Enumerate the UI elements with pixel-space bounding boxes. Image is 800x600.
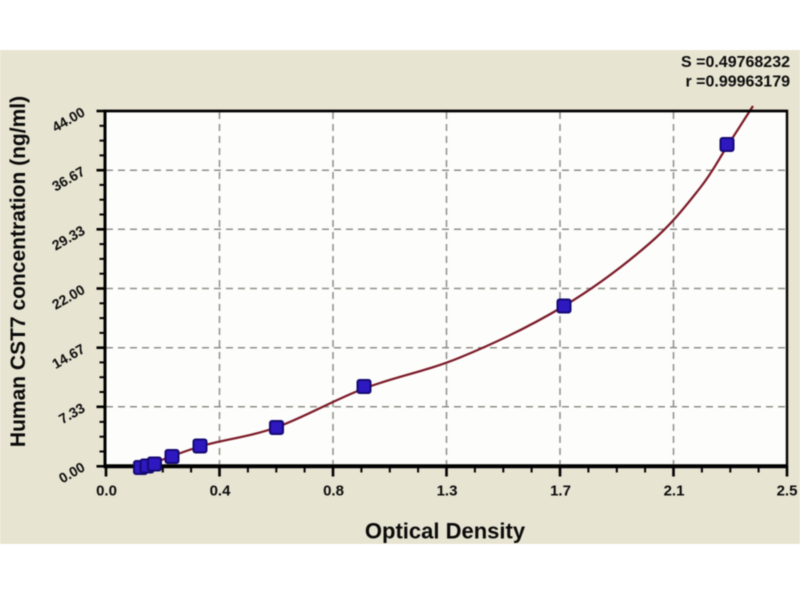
- svg-text:2.5: 2.5: [777, 483, 798, 500]
- svg-text:0.8: 0.8: [323, 483, 344, 500]
- svg-text:2.1: 2.1: [664, 483, 685, 500]
- svg-text:Optical Density: Optical Density: [365, 519, 526, 544]
- svg-text:0.0: 0.0: [96, 483, 117, 500]
- svg-text:r =0.99963179: r =0.99963179: [685, 74, 790, 91]
- svg-text:Human CST7 concentration (ng/m: Human CST7 concentration (ng/ml): [7, 96, 30, 447]
- svg-text:S =0.49768232: S =0.49768232: [681, 54, 790, 71]
- svg-text:1.7: 1.7: [550, 483, 571, 500]
- svg-text:1.3: 1.3: [437, 483, 458, 500]
- svg-text:0.4: 0.4: [210, 483, 232, 500]
